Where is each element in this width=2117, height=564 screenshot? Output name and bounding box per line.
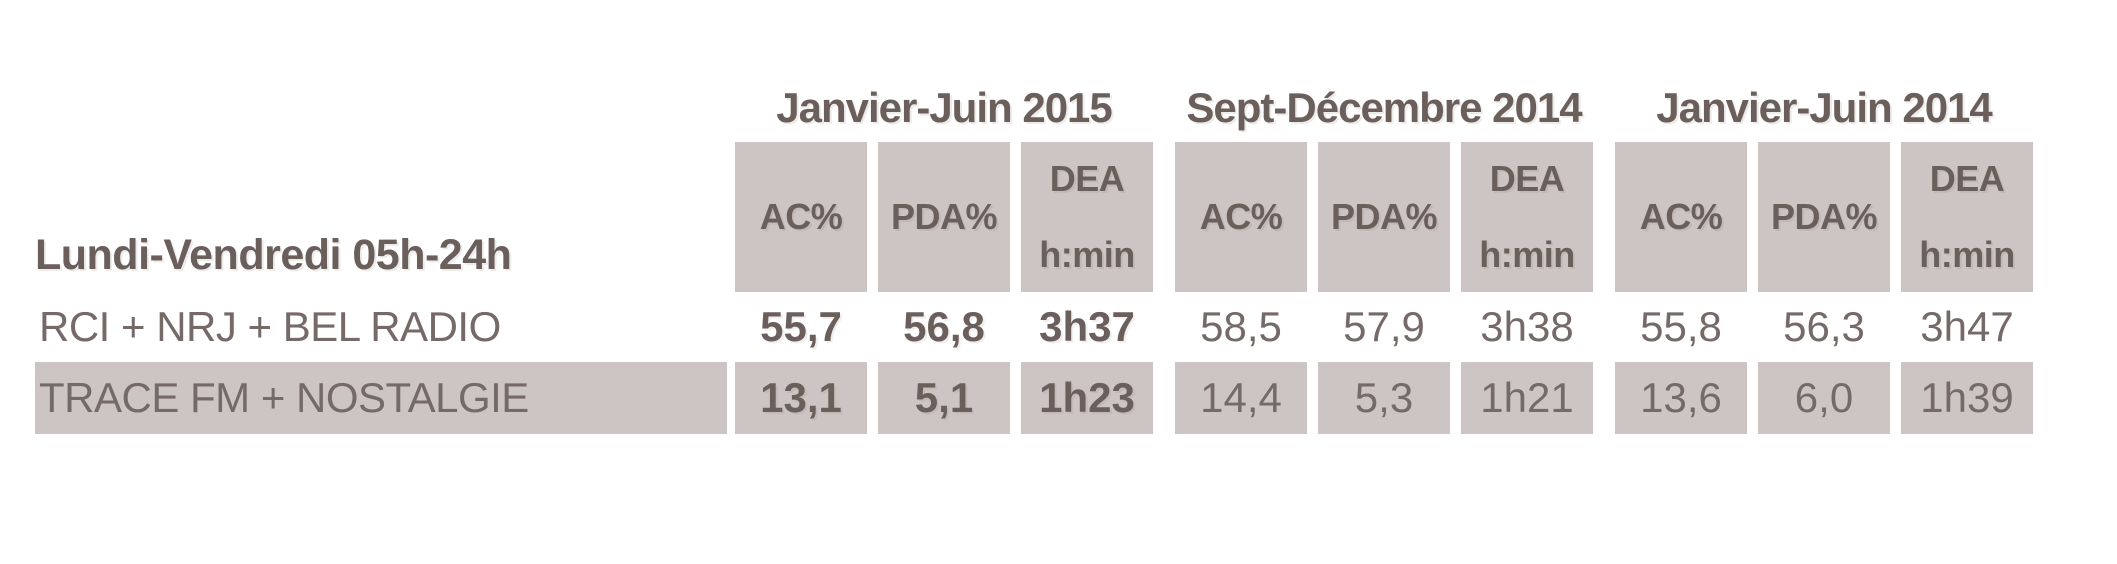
metric-header-group: AC% PDA% DEA h:min — [1615, 142, 2033, 292]
value-cell: 5,3 — [1318, 362, 1450, 434]
metric-header-cell: AC% — [1175, 142, 1307, 292]
metric-label: DEA — [1929, 158, 2005, 199]
metric-label: DEA — [1049, 158, 1125, 199]
value-cell: 1h39 — [1901, 362, 2033, 434]
period-header: Janvier-Juin 2014 — [1656, 84, 1993, 131]
period-header: Sept-Décembre 2014 — [1186, 84, 1582, 131]
metric-sublabel: h:min — [1479, 234, 1575, 275]
period-header: Janvier-Juin 2015 — [776, 84, 1113, 131]
table-body: RCI + NRJ + BEL RADIO 55,7 56,8 3h37 58,5 57,… — [35, 296, 2033, 434]
metric-label: DEA — [1489, 158, 1565, 199]
metric-header-row: Lundi-Vendredi 05h-24h AC% PDA% DEA h:min AC… — [35, 142, 2033, 292]
row-label: TRACE FM + NOSTALGIE — [35, 362, 727, 434]
table-row: TRACE FM + NOSTALGIE 13,1 5,1 1h23 14,4 5,3 1h… — [35, 362, 2033, 434]
value-cell: 3h38 — [1480, 303, 1574, 350]
value-group: 13,1 5,1 1h23 — [735, 362, 1153, 434]
metric-header-cell: DEA h:min — [1021, 142, 1153, 292]
value-cell: 55,8 — [1640, 303, 1722, 350]
metric-label: AC% — [1199, 196, 1283, 237]
metric-sublabel: h:min — [1039, 234, 1135, 275]
value-group: 55,8 56,3 3h47 — [1615, 296, 2033, 358]
metric-header-cell: AC% — [1615, 142, 1747, 292]
metric-header-cell: DEA h:min — [1901, 142, 2033, 292]
value-cell: 3h47 — [1920, 303, 2014, 350]
value-cell: 3h37 — [1039, 303, 1135, 350]
value-cell: 58,5 — [1200, 303, 1282, 350]
value-group: 14,4 5,3 1h21 — [1175, 362, 1593, 434]
row-label: RCI + NRJ + BEL RADIO — [39, 303, 501, 350]
metric-label: PDA% — [890, 196, 998, 237]
table-row: RCI + NRJ + BEL RADIO 55,7 56,8 3h37 58,5 57,… — [35, 296, 2033, 358]
value-cell: 57,9 — [1343, 303, 1425, 350]
metric-label: PDA% — [1330, 196, 1438, 237]
value-group: 13,6 6,0 1h39 — [1615, 362, 2033, 434]
metric-label: AC% — [1639, 196, 1723, 237]
metric-header-cell: PDA% — [1318, 142, 1450, 292]
value-cell: 56,8 — [903, 303, 985, 350]
value-cell: 14,4 — [1175, 362, 1307, 434]
metric-header-group: AC% PDA% DEA h:min — [1175, 142, 1593, 292]
value-cell: 13,1 — [735, 362, 867, 434]
metric-header-cell: AC% — [735, 142, 867, 292]
metric-header-cell: PDA% — [878, 142, 1010, 292]
metric-header-cell: DEA h:min — [1461, 142, 1593, 292]
value-cell: 56,3 — [1783, 303, 1865, 350]
value-cell: 6,0 — [1758, 362, 1890, 434]
radio-audience-table: Janvier-Juin 2015 Sept-Décembre 2014 Janvi… — [35, 60, 2033, 434]
value-cell: 1h21 — [1461, 362, 1593, 434]
metric-header-cell: PDA% — [1758, 142, 1890, 292]
value-group: 55,7 56,8 3h37 — [735, 296, 1153, 358]
metric-sublabel: h:min — [1919, 234, 2015, 275]
value-cell: 5,1 — [878, 362, 1010, 434]
value-group: 58,5 57,9 3h38 — [1175, 296, 1593, 358]
metric-label: PDA% — [1770, 196, 1878, 237]
metric-header-group: AC% PDA% DEA h:min — [735, 142, 1153, 292]
value-cell: 1h23 — [1021, 362, 1153, 434]
value-cell: 13,6 — [1615, 362, 1747, 434]
value-cell: 55,7 — [760, 303, 842, 350]
metric-label: AC% — [759, 196, 843, 237]
row-axis-label: Lundi-Vendredi 05h-24h — [35, 231, 512, 279]
period-header-row: Janvier-Juin 2015 Sept-Décembre 2014 Janvi… — [35, 60, 2033, 142]
